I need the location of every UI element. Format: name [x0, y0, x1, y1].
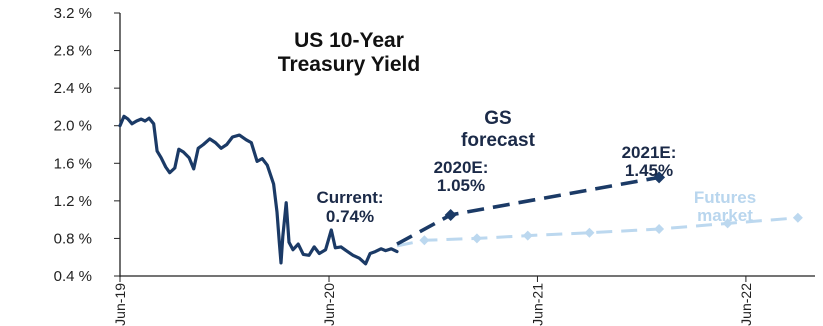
futures-market-marker [584, 227, 595, 238]
x-tick-label: Jun-19 [112, 283, 128, 326]
futures-market-marker [522, 230, 533, 241]
x-tick-label: Jun-21 [529, 283, 545, 326]
y-tick-label: 2.4 % [54, 80, 92, 97]
futures-market-marker [419, 235, 430, 246]
chart-title-line-2: Treasury Yield [278, 53, 420, 76]
2021e-annotation-line-1: 2021E: [622, 143, 677, 162]
actual-yield-line [118, 114, 399, 266]
x-tick-label: Jun-22 [738, 283, 754, 326]
2020e-annotation-line-2: 1.05% [437, 176, 485, 195]
futures-market-label-line-1: Futures [694, 188, 756, 207]
x-axis: Jun-19 Jun-20 Jun-21 Jun-22 [112, 275, 815, 326]
gs-forecast-marker [444, 208, 457, 221]
y-tick-label: 0.4 % [54, 268, 92, 285]
chart-title-line-1: US 10-Year [294, 29, 404, 52]
y-tick-label: 3.2 % [54, 5, 92, 22]
y-tick-label: 1.2 % [54, 193, 92, 210]
futures-market-marker [792, 212, 803, 223]
2020e-annotation-line-1: 2020E: [434, 158, 489, 177]
futures-market-marker [722, 218, 733, 229]
futures-market-marker [471, 233, 482, 244]
futures-market-label-line-2: market [697, 206, 753, 225]
y-axis: 0.4 % 0.8 % 1.2 % 1.6 % 2.0 % 2.4 % 2.8 % 3.2 % [54, 5, 121, 285]
x-tick-label: Jun-20 [321, 283, 337, 326]
y-tick-label: 2.8 % [54, 43, 92, 60]
2021e-annotation-line-2: 1.45% [625, 161, 673, 180]
gs-forecast-label-line-1: GS [484, 108, 511, 129]
futures-market-line [396, 216, 799, 248]
y-tick-label: 1.6 % [54, 155, 92, 172]
gs-forecast-marker [653, 171, 666, 184]
current-annotation-line-2: 0.74% [326, 207, 374, 226]
series-layer [118, 114, 803, 266]
futures-market-marker [654, 224, 665, 235]
y-tick-label: 2.0 % [54, 118, 92, 135]
gs-forecast-label-line-2: forecast [461, 130, 536, 151]
current-annotation-line-1: Current: [316, 188, 383, 207]
y-tick-label: 0.8 % [54, 230, 92, 247]
